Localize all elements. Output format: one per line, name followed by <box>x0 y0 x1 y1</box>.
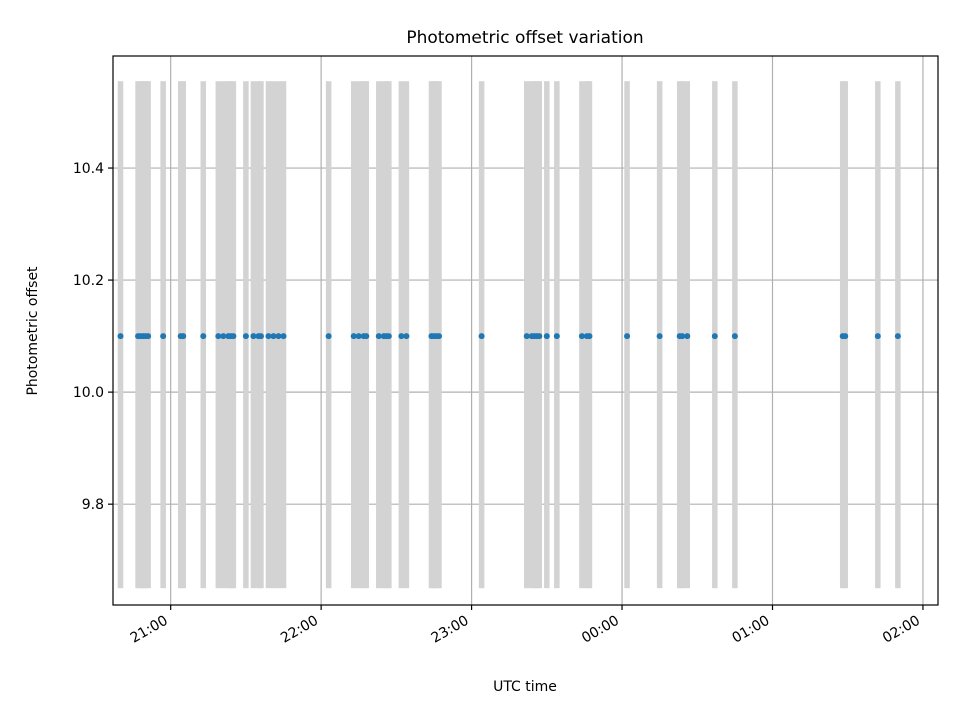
data-point <box>258 333 264 339</box>
data-point <box>657 333 663 339</box>
x-tick-label: 21:00 <box>128 613 171 647</box>
data-point <box>536 333 542 339</box>
x-tick-label: 01:00 <box>730 613 773 647</box>
x-tick-label: 02:00 <box>880 613 923 647</box>
point-layer <box>118 333 901 339</box>
y-tick-label: 10.0 <box>73 385 104 401</box>
data-point <box>230 333 236 339</box>
data-point <box>712 333 718 339</box>
x-tick-label: 23:00 <box>429 613 472 647</box>
data-point <box>363 333 369 339</box>
data-point <box>895 333 901 339</box>
data-point <box>436 333 442 339</box>
data-point <box>732 333 738 339</box>
data-point <box>842 333 848 339</box>
data-point <box>875 333 881 339</box>
data-point <box>160 333 166 339</box>
data-point <box>200 333 206 339</box>
data-point <box>624 333 630 339</box>
data-point <box>326 333 332 339</box>
data-point <box>118 333 124 339</box>
data-point <box>281 333 287 339</box>
y-tick-label: 10.4 <box>73 161 104 177</box>
y-tick-label: 9.8 <box>82 497 104 513</box>
data-point <box>403 333 409 339</box>
data-point <box>586 333 592 339</box>
data-point <box>243 333 249 339</box>
x-axis-label: UTC time <box>493 679 557 695</box>
tick-layer: 9.8 10.0 10.2 10.4 21:00 22:00 23:00 00:00 01:00… <box>73 161 923 647</box>
data-point <box>145 333 151 339</box>
data-point <box>386 333 392 339</box>
data-point <box>479 333 485 339</box>
y-tick-label: 10.2 <box>73 273 104 289</box>
data-point <box>180 333 186 339</box>
data-point <box>684 333 690 339</box>
x-tick-label: 22:00 <box>278 613 321 647</box>
data-point <box>554 333 560 339</box>
x-tick-label: 00:00 <box>579 613 622 647</box>
data-point <box>544 333 550 339</box>
chart-title: Photometric offset variation <box>406 28 643 48</box>
y-axis-label: Photometric offset <box>25 266 41 396</box>
